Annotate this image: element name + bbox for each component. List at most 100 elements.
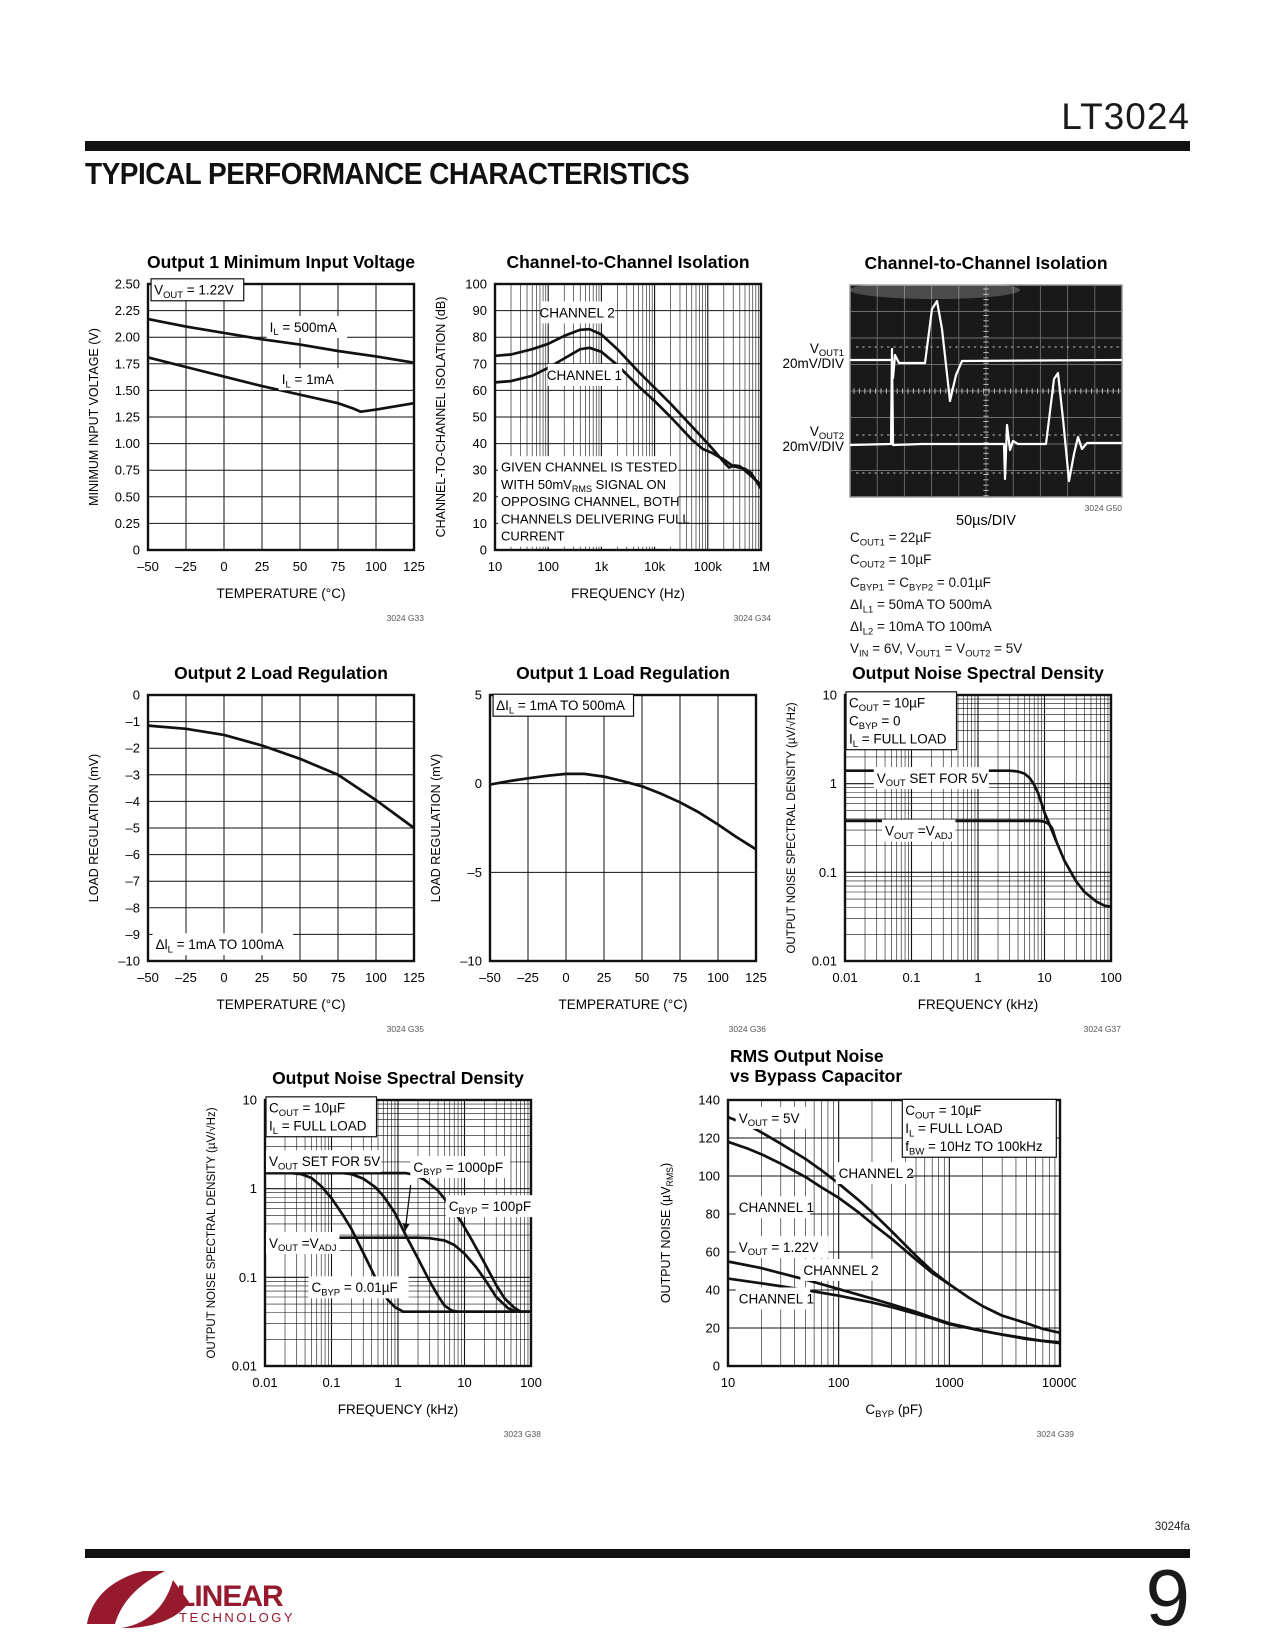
scope-trace-label: 20mV/DIV [782, 356, 844, 371]
svg-text:40: 40 [473, 436, 487, 451]
figure-ref: 3024 G36 [729, 1024, 767, 1034]
svg-text:0.75: 0.75 [115, 463, 140, 478]
chart-annotation: IL = FULL LOAD [849, 732, 947, 750]
svg-text:10: 10 [473, 516, 487, 531]
svg-text:80: 80 [706, 1207, 720, 1222]
figure-ref: 3024 G33 [387, 613, 425, 623]
chart-annotation: IL = FULL LOAD [905, 1121, 1003, 1139]
svg-text:75: 75 [673, 970, 687, 985]
x-axis-label: TEMPERATURE (°C) [217, 997, 346, 1012]
chart-annotation: COUT = 10µF [849, 696, 925, 714]
svg-text:–1: –1 [126, 714, 140, 729]
scope-trace-label: 20mV/DIV [782, 439, 844, 454]
svg-text:100: 100 [698, 1169, 720, 1184]
chart-annotation: fBW = 10Hz TO 100kHz [905, 1139, 1043, 1157]
series-curve [265, 1171, 531, 1314]
chart-annotation: ΔIL = 1mA TO 500mA [496, 698, 625, 716]
svg-text:50: 50 [293, 559, 307, 574]
chart-channel-isolation-freq: 10 100 1k 10k 100k 1M 0 10 20 30 40 50 60 70 80 90 100 CH… [431, 248, 773, 631]
svg-text:1.50: 1.50 [115, 383, 140, 398]
svg-text:25: 25 [597, 970, 611, 985]
chart-annotation: CBYP = 0.01µF [311, 1280, 397, 1298]
svg-text:0.1: 0.1 [902, 970, 920, 985]
scope-trace-label: VOUT2 [810, 424, 844, 442]
svg-text:25: 25 [255, 559, 269, 574]
logo-sub-text: TECHNOLOGY [179, 1610, 295, 1625]
x-axis-label: TEMPERATURE (°C) [559, 997, 688, 1012]
svg-text:–50: –50 [479, 970, 501, 985]
chart-annotation: COUT = 10µF [269, 1101, 345, 1119]
figure-ref: 3024 G50 [1085, 503, 1123, 513]
svg-text:1k: 1k [595, 559, 609, 574]
chart-output1-min-input-voltage: –50 –25 0 25 50 75 100 125 0 0.25 0.50 0.75 1.00 1.25… [84, 248, 426, 631]
chart-annotation: IL = 1mA [282, 372, 334, 390]
svg-text:30: 30 [473, 463, 487, 478]
svg-text:–25: –25 [175, 559, 197, 574]
svg-text:–6: –6 [126, 847, 140, 862]
svg-text:75: 75 [331, 559, 345, 574]
svg-text:–9: –9 [126, 927, 140, 942]
svg-text:10k: 10k [644, 559, 665, 574]
svg-text:0: 0 [133, 688, 140, 703]
figure-ref: 3024 G35 [387, 1024, 425, 1034]
svg-text:120: 120 [698, 1131, 720, 1146]
svg-text:10: 10 [457, 1375, 471, 1390]
oscilloscope-photo: Channel-to-Channel IsolationVOUT120mV/DI… [782, 253, 1123, 529]
svg-text:0: 0 [133, 543, 140, 558]
chart-annotation: VOUT =VADJ [885, 824, 953, 842]
chart-canvas: 10 100 1k 10k 100k 1M0102030405060708090100CH… [434, 252, 771, 623]
svg-text:0: 0 [713, 1359, 720, 1374]
svg-text:75: 75 [331, 970, 345, 985]
series-curve [845, 819, 1058, 842]
chart-title: Channel-to-Channel Isolation [864, 253, 1107, 273]
svg-text:1: 1 [974, 970, 981, 985]
condition-line: ΔIL2 = 10mA TO 100mA [850, 619, 992, 638]
series-curve [727, 1140, 951, 1286]
svg-text:100: 100 [365, 970, 387, 985]
scope-conditions: COUT1 = 22µF COUT2 = 10µF CBYP1 = CBYP2 = … [850, 528, 1192, 662]
svg-text:1.75: 1.75 [115, 356, 140, 371]
svg-text:10: 10 [488, 559, 502, 574]
svg-text:–5: –5 [126, 821, 140, 836]
svg-text:1.25: 1.25 [115, 410, 140, 425]
chart-title: Output 2 Load Regulation [174, 663, 388, 683]
chart-annotation: VOUT = 1.22V [154, 283, 234, 301]
series-curve [147, 356, 415, 414]
chart-rms-noise-vs-bypass: 10 100 1000 10000 0 20 40 60 80 100 120 140 VOUT = 5… [656, 1044, 1078, 1447]
svg-text:60: 60 [706, 1245, 720, 1260]
svg-text:–50: –50 [137, 970, 159, 985]
svg-text:100: 100 [365, 559, 387, 574]
series-curve [265, 1171, 531, 1314]
svg-text:70: 70 [473, 356, 487, 371]
chart-annotation: WITH 50mVRMS SIGNAL ON [501, 477, 666, 494]
section-title: TYPICAL PERFORMANCE CHARACTERISTICS [85, 157, 690, 191]
chart-annotation: ΔlL = 1mA TO 100mA [156, 937, 284, 955]
svg-text:50: 50 [635, 970, 649, 985]
chart-annotation: VOUT SET FOR 5V [269, 1154, 380, 1172]
time-per-div-label: 50µs/DIV [956, 513, 1016, 529]
series-curve [265, 1236, 531, 1314]
chart-annotation: IL = 500mA [270, 320, 337, 338]
chart-noise-density-large: 0.01 0.1 1 10 100 0.01 0.1 1 10 COUT = 10µF IL = F… [201, 1064, 543, 1447]
logo-swoosh-right [121, 1580, 189, 1629]
linear-technology-logo: LINEAR TECHNOLOGY [87, 1571, 295, 1629]
figure-ref: 3024 G39 [1037, 1429, 1075, 1439]
svg-text:–2: –2 [126, 741, 140, 756]
chart-title: vs Bypass Capacitor [730, 1066, 902, 1086]
chart-annotation: IL = FULL LOAD [269, 1119, 367, 1137]
series-curve [147, 724, 415, 830]
logo-swoosh-left [87, 1571, 165, 1624]
chart-annotation: CHANNEL 2 [540, 305, 615, 320]
svg-text:0: 0 [562, 970, 569, 985]
part-number: LT3024 [1061, 96, 1190, 137]
svg-text:20: 20 [706, 1321, 720, 1336]
x-axis-label: FREQUENCY (kHz) [918, 997, 1039, 1012]
chart-annotation: VOUT = 1.22V [739, 1240, 819, 1258]
svg-text:60: 60 [473, 383, 487, 398]
y-axis-label: OUTPUT NOISE (µVRMS) [659, 1163, 675, 1303]
y-axis-label: MINIMUM INPUT VOLTAGE (V) [87, 328, 101, 506]
svg-text:–25: –25 [175, 970, 197, 985]
svg-text:0.01: 0.01 [832, 970, 857, 985]
